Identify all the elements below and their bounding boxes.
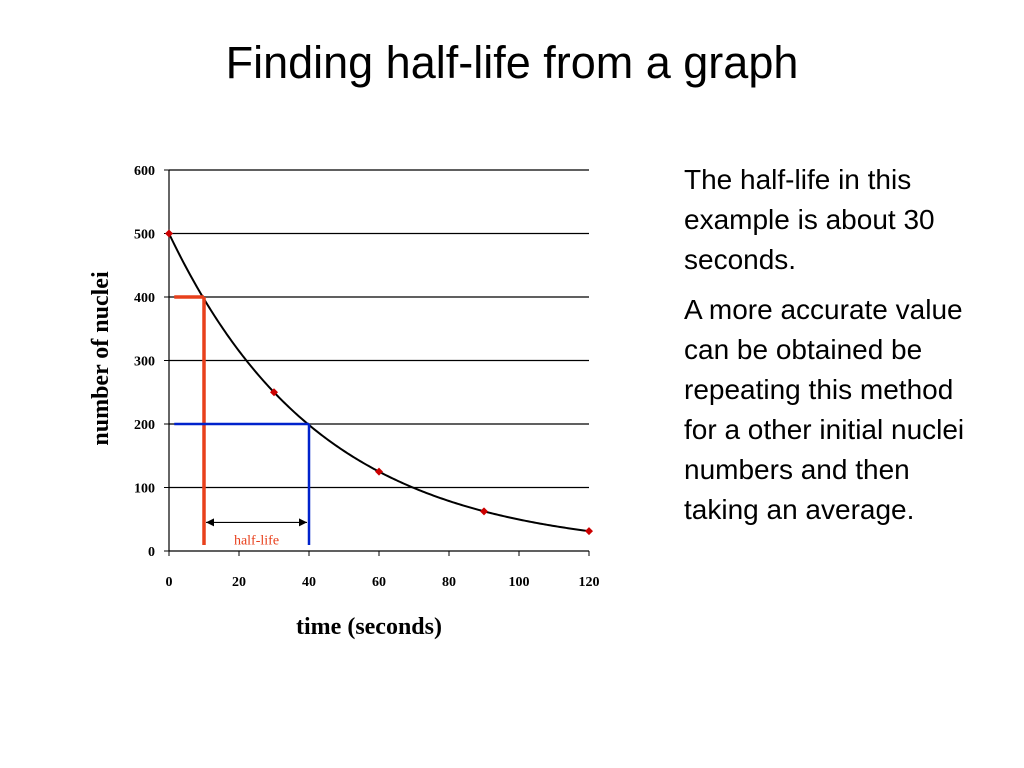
y-tick-label: 200 [134, 418, 155, 433]
y-axis-title: number of nuclei [88, 271, 114, 446]
arrow-head-left [206, 518, 214, 527]
explanation-paragraph-1: The half-life in this example is about 3… [684, 164, 935, 275]
x-tick-label: 120 [579, 575, 600, 590]
y-tick-label: 500 [134, 228, 155, 243]
y-tick-label: 400 [134, 291, 155, 306]
data-point [270, 388, 278, 397]
x-tick-label: 40 [302, 575, 316, 590]
explanation-text: The half-life in this example is about 3… [684, 160, 984, 540]
y-tick-label: 600 [134, 164, 155, 179]
y-tick-label: 0 [148, 545, 155, 560]
axes [164, 169, 590, 556]
half-life-guides [174, 295, 311, 545]
x-axis-title: time (seconds) [296, 614, 442, 640]
y-tick-labels: 0 100 200 300 400 500 600 [134, 164, 155, 560]
x-tick-label: 60 [372, 575, 386, 590]
data-point [585, 527, 593, 536]
grid-lines [169, 169, 589, 489]
data-point [480, 507, 488, 516]
decay-curve [168, 233, 590, 533]
half-life-label: half-life [234, 533, 279, 548]
data-point [165, 229, 173, 238]
y-tick-label: 100 [134, 482, 155, 497]
y-tick-label: 300 [134, 355, 155, 370]
x-tick-label: 100 [509, 575, 530, 590]
data-points [165, 229, 593, 536]
x-tick-labels: 0 20 40 60 80 100 120 [166, 575, 600, 590]
x-tick-label: 80 [442, 575, 456, 590]
slide-title: Finding half-life from a graph [225, 37, 799, 88]
data-point [375, 467, 383, 476]
x-tick-label: 20 [232, 575, 246, 590]
x-tick-label: 0 [166, 575, 173, 590]
arrow-head-right [299, 518, 307, 527]
explanation-paragraph-2: A more accurate value can be obtained be… [684, 294, 965, 525]
